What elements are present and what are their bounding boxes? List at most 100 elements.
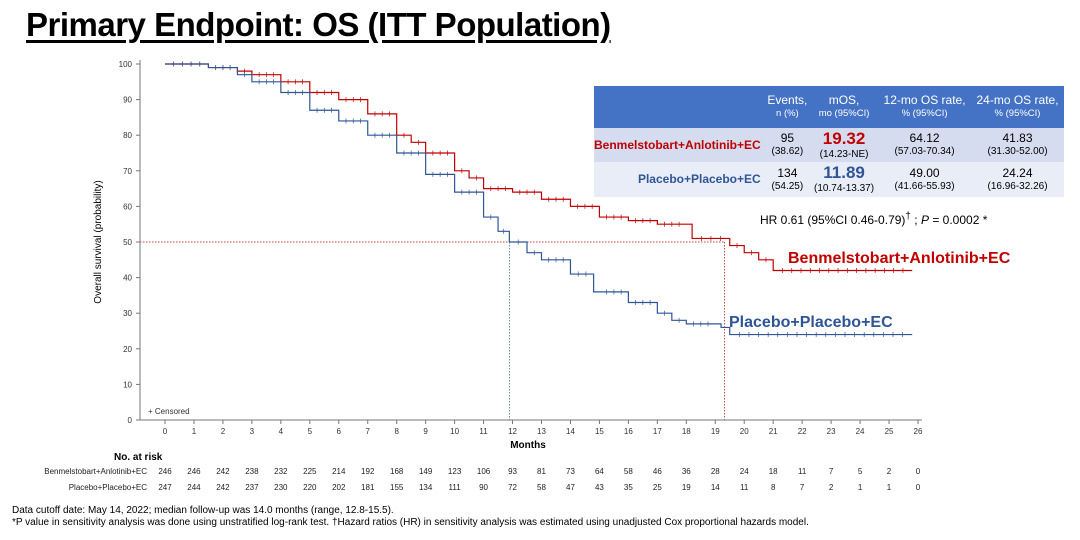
risk-count: 11 — [798, 467, 807, 476]
arm1-rate12: 64.12 — [909, 131, 940, 145]
hr-dagger: † — [905, 211, 911, 222]
risk-count: 28 — [711, 467, 720, 476]
summary-header-mos: mOS, mo (95%CI) — [810, 86, 878, 128]
risk-count: 168 — [390, 467, 404, 476]
risk-count: 149 — [419, 467, 433, 476]
y-tick-label: 100 — [119, 60, 133, 69]
risk-count: 232 — [274, 467, 288, 476]
x-axis-title: Months — [510, 440, 546, 451]
summary-arm1-label: Benmelstobart+Anlotinib+EC — [594, 137, 761, 152]
risk-count: 11 — [740, 483, 749, 492]
y-tick-label: 20 — [123, 345, 132, 354]
summary-header-blank — [594, 86, 765, 128]
arm1-rate24: 41.83 — [1002, 131, 1033, 145]
summary-arm2-12mo: 49.00 (41.66-55.93) — [878, 162, 971, 197]
risk-table-title: No. at risk — [114, 452, 163, 463]
arm2-rate24: 24.24 — [1002, 165, 1033, 180]
y-axis-title: Overall survival (probability) — [93, 180, 104, 303]
arm1-rate12-ci: (57.03-70.34) — [894, 146, 955, 157]
x-tick-label: 2 — [221, 427, 226, 436]
y-tick-label: 70 — [123, 167, 132, 176]
x-tick-label: 25 — [885, 427, 894, 436]
summary-row-arm2: Placebo+Placebo+EC 134 (54.25) 11.89 (10… — [594, 162, 1064, 197]
x-tick-label: 4 — [279, 427, 284, 436]
summary-table: Events, n (%) mOS, mo (95%CI) 12-mo OS r… — [594, 86, 1064, 197]
risk-count: 64 — [595, 467, 604, 476]
arm1-events: 95 — [780, 131, 795, 145]
hr-main: HR 0.61 (95%CI 0.46-0.79) — [760, 213, 906, 227]
x-tick-label: 18 — [682, 427, 691, 436]
slide-title: Primary Endpoint: OS (ITT Population) — [26, 6, 611, 43]
header-12mo-sub: % (95%CI) — [901, 108, 948, 119]
risk-count: 0 — [916, 483, 921, 492]
risk-count: 111 — [449, 483, 462, 492]
risk-count: 123 — [448, 467, 462, 476]
x-tick-label: 5 — [308, 427, 313, 436]
risk-count: 225 — [303, 467, 317, 476]
x-tick-label: 20 — [740, 427, 749, 436]
x-tick-label: 16 — [624, 427, 633, 436]
risk-count: 46 — [653, 467, 662, 476]
curve-label-arm2: Placebo+Placebo+EC — [729, 314, 893, 331]
risk-count: 238 — [245, 467, 259, 476]
risk-count: 244 — [187, 483, 201, 492]
risk-count: 214 — [332, 467, 346, 476]
risk-count: 47 — [566, 483, 575, 492]
risk-count: 237 — [245, 483, 259, 492]
summary-arm2-label: Placebo+Placebo+EC — [637, 172, 761, 186]
summary-header-row: Events, n (%) mOS, mo (95%CI) 12-mo OS r… — [594, 86, 1064, 128]
x-tick-label: 8 — [394, 427, 399, 436]
curve-label-arm1: Benmelstobart+Anlotinib+EC — [788, 250, 1011, 267]
risk-count: 58 — [624, 467, 633, 476]
summary-arm2-24mo: 24.24 (16.96-32.26) — [971, 162, 1064, 197]
risk-count: 7 — [800, 483, 805, 492]
arm2-events-pct: (54.25) — [771, 180, 804, 192]
arm2-rate24-ci: (16.96-32.26) — [987, 180, 1048, 192]
risk-count: 73 — [566, 467, 575, 476]
x-tick-label: 0 — [163, 427, 168, 436]
summary-header-12mo: 12-mo OS rate, % (95%CI) — [878, 86, 971, 128]
risk-count: 36 — [682, 467, 691, 476]
arm1-rate24-ci: (31.30-52.00) — [987, 146, 1048, 157]
y-tick-label: 40 — [123, 274, 132, 283]
x-tick-label: 10 — [450, 427, 459, 436]
risk-count: 2 — [887, 467, 892, 476]
risk-count: 35 — [624, 483, 633, 492]
risk-count: 247 — [158, 483, 172, 492]
header-12mo-main: 12-mo OS rate, — [883, 93, 966, 107]
x-tick-label: 19 — [711, 427, 720, 436]
y-tick-label: 0 — [128, 416, 133, 425]
risk-count: 7 — [829, 467, 834, 476]
y-tick-label: 90 — [123, 96, 132, 105]
x-tick-label: 24 — [856, 427, 865, 436]
x-tick-label: 17 — [653, 427, 662, 436]
footnote-2: *P value in sensitivity analysis was don… — [12, 517, 809, 528]
summary-arm2-events: 134 (54.25) — [765, 162, 810, 197]
arm2-events: 134 — [777, 165, 798, 180]
arm1-events-pct: (38.62) — [771, 146, 804, 157]
y-tick-label: 10 — [123, 380, 132, 389]
arm1-mos-ci: (14.23-NE) — [819, 148, 869, 160]
risk-count: 181 — [361, 483, 375, 492]
x-tick-label: 22 — [798, 427, 807, 436]
risk-row-label: Benmelstobart+Anlotinib+EC — [44, 467, 147, 476]
risk-count: 0 — [916, 467, 921, 476]
risk-count: 155 — [390, 483, 404, 492]
x-tick-label: 1 — [192, 427, 197, 436]
risk-count: 242 — [216, 483, 230, 492]
x-tick-label: 12 — [508, 427, 517, 436]
header-24mo-sub: % (95%CI) — [994, 108, 1041, 119]
summary-arm1-events: 95 (38.62) — [765, 128, 810, 162]
risk-count: 8 — [771, 483, 776, 492]
y-tick-label: 30 — [123, 309, 132, 318]
hr-p-value: = 0.0002 * — [929, 213, 988, 227]
header-events-main: Events, — [767, 93, 808, 107]
hr-p-label: P — [920, 213, 929, 227]
risk-count: 5 — [858, 467, 863, 476]
x-tick-label: 13 — [537, 427, 546, 436]
arm2-rate12: 49.00 — [909, 165, 940, 180]
risk-count: 220 — [303, 483, 317, 492]
x-tick-label: 15 — [595, 427, 604, 436]
risk-count: 192 — [361, 467, 375, 476]
